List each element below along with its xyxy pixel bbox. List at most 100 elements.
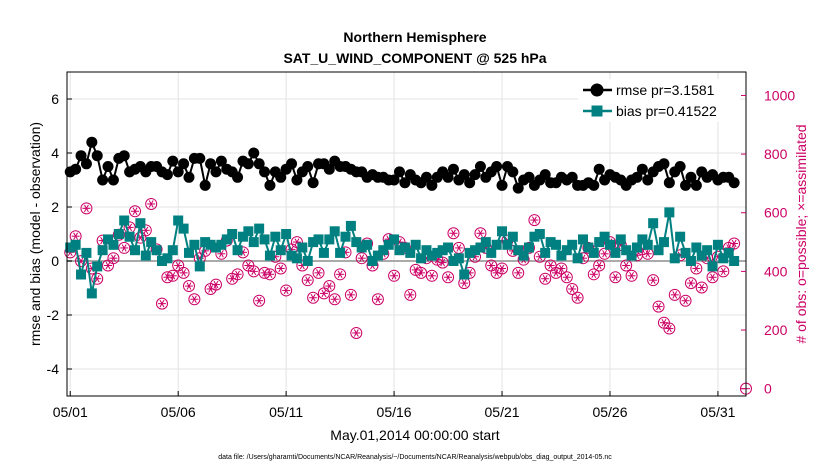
obs-assimilated-point <box>622 261 631 270</box>
obs-assimilated-point <box>174 261 183 270</box>
obs-possible-point <box>598 247 611 260</box>
obs-assimilated-point <box>260 269 269 277</box>
bias-point <box>399 242 410 253</box>
obs-possible-point <box>593 259 606 272</box>
bias-point <box>286 250 297 261</box>
rmse-point <box>464 177 476 189</box>
obs-assimilated-point <box>109 254 118 262</box>
obs-possible-point <box>355 252 368 265</box>
bias-point <box>534 229 545 239</box>
obs-assimilated-point <box>314 269 323 277</box>
obs-assimilated-point <box>325 282 334 290</box>
obs-assimilated-point <box>654 302 663 311</box>
obs-possible-point <box>609 271 622 284</box>
bias-point <box>729 256 740 266</box>
rmse-point <box>539 169 551 181</box>
obs-assimilated-point <box>552 269 561 277</box>
bias-point <box>664 207 675 218</box>
obs-assimilated-point <box>265 270 274 279</box>
bias-point <box>243 226 254 237</box>
obs-assimilated-point <box>276 264 285 273</box>
rmse-point <box>690 179 702 191</box>
obs-assimilated-point <box>131 207 140 216</box>
x-tick-label: 05/11 <box>269 404 303 420</box>
bias-point <box>502 239 513 250</box>
bias-point <box>378 245 389 256</box>
obs-assimilated-point <box>643 250 652 258</box>
obs-possible-point <box>80 202 93 215</box>
obs-assimilated-point <box>595 261 604 270</box>
obs-possible-point <box>442 271 455 284</box>
rmse-point <box>210 166 222 178</box>
obs-assimilated-point <box>357 254 366 262</box>
rmse-point <box>75 150 87 162</box>
legend-bias-label: bias pr=0.41522 <box>616 103 717 119</box>
bias-point <box>648 218 659 229</box>
obs-assimilated-point <box>730 239 739 248</box>
bias-point <box>259 234 270 245</box>
rmse-point <box>80 158 92 170</box>
legend-rmse-marker <box>590 83 604 97</box>
rmse-point <box>97 174 109 186</box>
bias-point <box>248 237 259 248</box>
obs-possible-point <box>679 294 692 307</box>
rmse-point <box>663 177 675 189</box>
obs-assimilated-point <box>163 273 172 281</box>
obs-assimilated-point <box>319 289 328 298</box>
obs-assimilated-point <box>476 229 485 237</box>
bias-point <box>162 253 173 264</box>
bias-point <box>405 247 416 258</box>
bias-point <box>583 242 594 253</box>
obs-assimilated-point <box>330 295 339 303</box>
obs-assimilated-point <box>530 216 539 224</box>
bias-point <box>345 220 356 231</box>
obs-assimilated-point <box>184 282 193 290</box>
obs-possible-point <box>209 278 222 291</box>
bias-point <box>691 242 702 253</box>
x-tick-label: 05/16 <box>377 404 412 420</box>
obs-possible-point <box>371 293 384 306</box>
obs-possible-point <box>328 293 341 306</box>
bias-point <box>631 242 642 253</box>
obs-possible-point <box>280 284 293 297</box>
bias-point <box>124 231 135 242</box>
bias-point <box>372 250 383 261</box>
bias-point <box>486 247 497 258</box>
obs-possible-point <box>663 322 676 335</box>
x-tick-label: 05/21 <box>485 404 520 420</box>
obs-possible-point <box>690 262 703 275</box>
obs-possible-point <box>447 227 460 240</box>
obs-possible-point <box>155 297 168 310</box>
bias-point <box>367 256 378 266</box>
obs-assimilated-point <box>627 272 636 280</box>
bias-point <box>675 231 686 242</box>
bias-point <box>529 231 540 242</box>
bias-point <box>183 247 194 258</box>
bias-point <box>76 269 87 280</box>
rmse-point <box>523 171 535 183</box>
obs-possible-point <box>555 262 568 275</box>
obs-possible-point <box>182 280 195 293</box>
obs-assimilated-point <box>406 291 415 299</box>
rmse-point <box>680 179 692 191</box>
rmse-point <box>674 161 686 172</box>
rmse-point <box>507 166 519 178</box>
obs-possible-point <box>91 272 104 285</box>
bias-point <box>189 239 200 250</box>
rmse-series <box>64 136 740 194</box>
bias-point <box>264 250 275 261</box>
bias-point <box>594 237 605 248</box>
obs-possible-point <box>728 237 741 250</box>
obs-possible-point <box>620 259 633 272</box>
obs-possible-point <box>231 268 244 281</box>
obs-possible-point <box>415 266 428 279</box>
bias-point <box>351 237 362 248</box>
bias-point <box>718 253 729 264</box>
obs-possible-point <box>652 300 665 313</box>
obs-assimilated-point <box>233 270 242 279</box>
obs-assimilated-point <box>454 244 463 252</box>
bias-point <box>577 234 588 245</box>
obs-assimilated-point <box>557 264 566 273</box>
obs-possible-point <box>301 274 314 287</box>
rmse-point <box>593 163 605 175</box>
